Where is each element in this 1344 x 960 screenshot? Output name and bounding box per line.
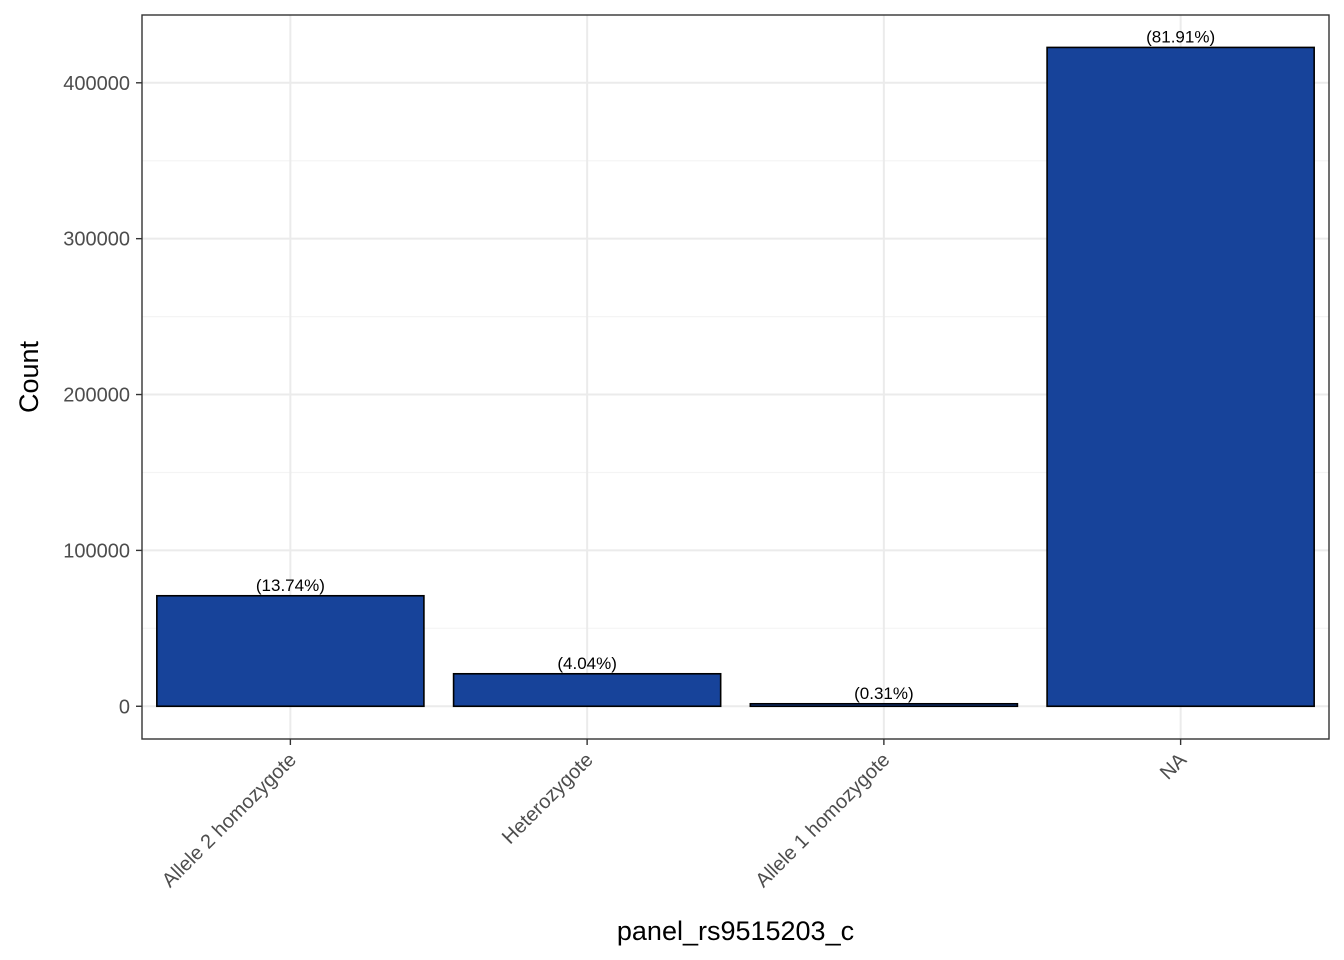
x-tick-label: Allele 1 homozygote — [751, 749, 894, 892]
y-tick-label: 300000 — [63, 229, 130, 251]
bar — [1046, 46, 1315, 708]
bar — [749, 702, 1019, 708]
bar — [452, 672, 722, 708]
y-tick-label: 100000 — [63, 540, 130, 562]
y-tick-label: 0 — [119, 696, 130, 718]
x-tick-label: Allele 2 homozygote — [158, 749, 301, 892]
y-axis: 0 100000 200000 300000 400000 — [63, 73, 142, 718]
bar-value-label: (81.91%) — [1146, 27, 1215, 46]
bar — [156, 594, 425, 708]
y-tick-label: 400000 — [63, 73, 130, 95]
x-tick-label: NA — [1156, 749, 1192, 785]
panel-border — [141, 14, 1330, 740]
x-axis: Allele 2 homozygote Heterozygote Allele 1 … — [158, 739, 1192, 892]
bar-value-label: (0.31%) — [854, 684, 914, 703]
bars — [156, 46, 1315, 708]
y-axis-title: Count — [14, 340, 44, 413]
bar-value-labels: (13.74%) (4.04%) (0.31%) (81.91%) — [256, 27, 1215, 702]
x-axis-title: panel_rs9515203_c — [617, 916, 854, 946]
bar-value-label: (13.74%) — [256, 576, 325, 595]
bar-value-label: (4.04%) — [557, 654, 617, 673]
x-tick-label: Heterozygote — [498, 749, 598, 849]
y-tick-label: 200000 — [63, 385, 130, 407]
